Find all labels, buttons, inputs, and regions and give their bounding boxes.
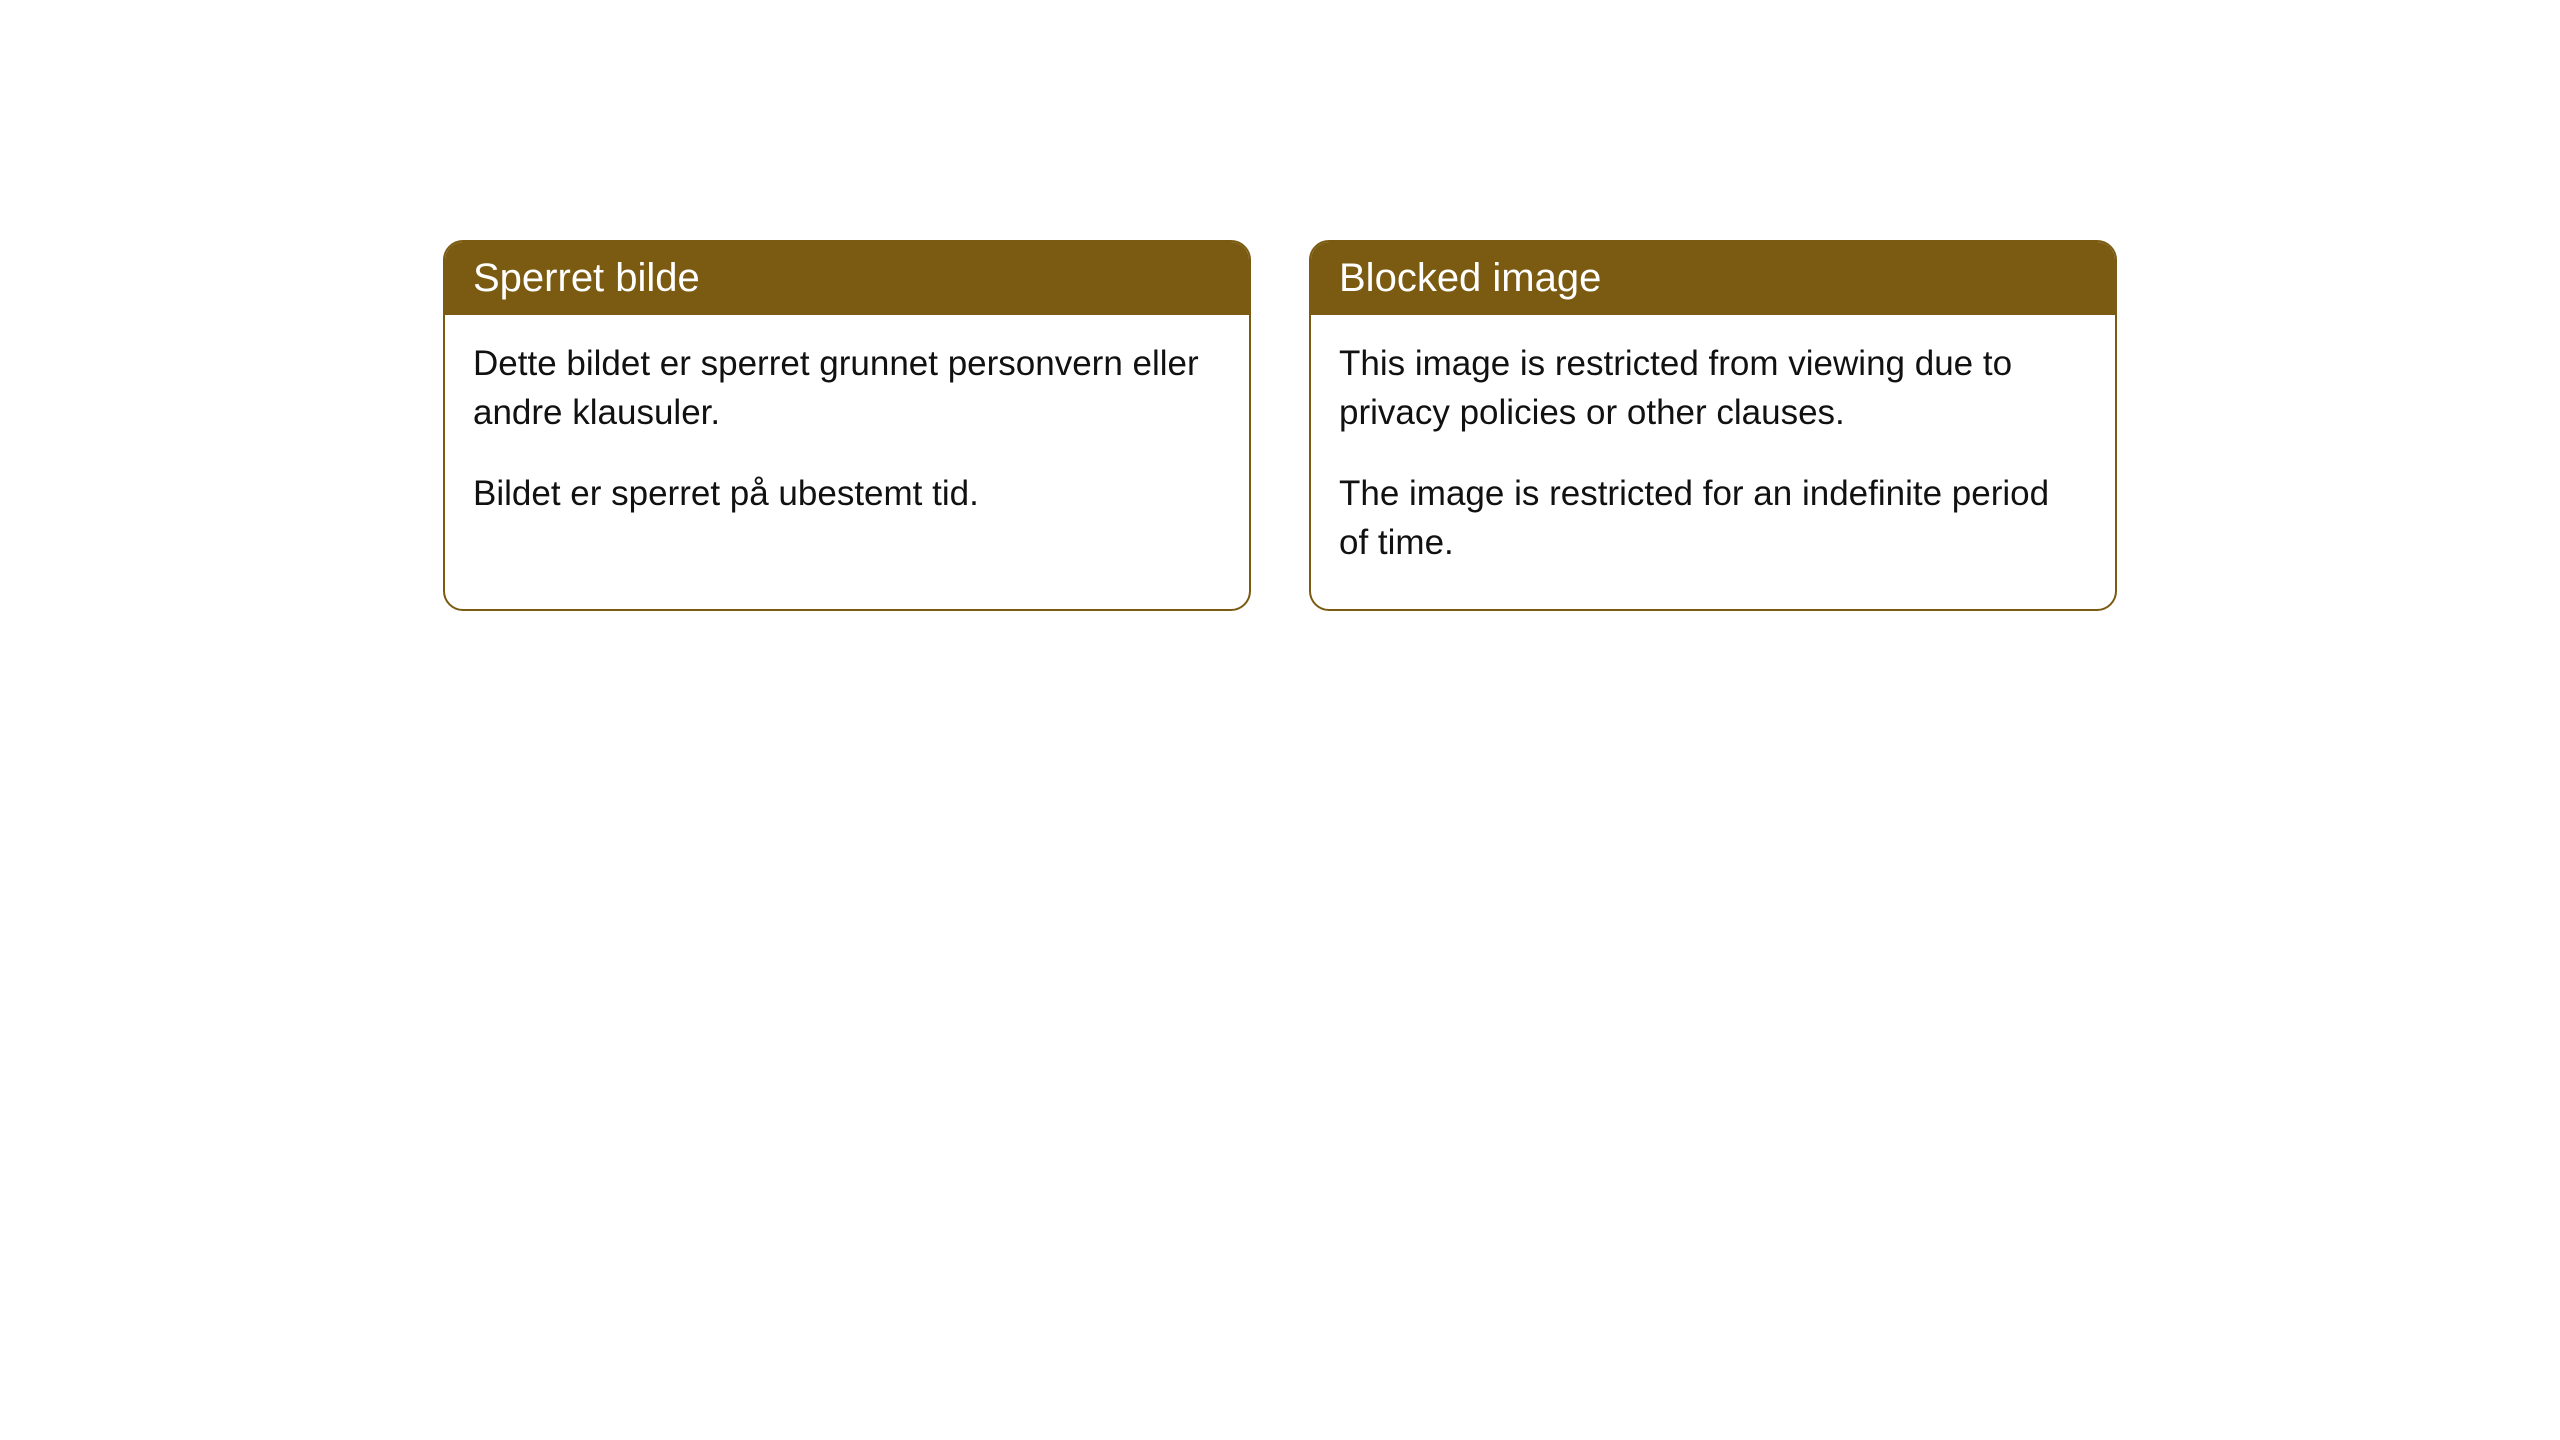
card-title: Blocked image: [1339, 256, 1601, 300]
card-body: Dette bildet er sperret grunnet personve…: [445, 315, 1249, 560]
card-paragraph: Dette bildet er sperret grunnet personve…: [473, 339, 1221, 437]
notice-container: Sperret bilde Dette bildet er sperret gr…: [0, 240, 2560, 611]
notice-card-english: Blocked image This image is restricted f…: [1309, 240, 2117, 611]
card-paragraph: Bildet er sperret på ubestemt tid.: [473, 469, 1221, 518]
card-paragraph: The image is restricted for an indefinit…: [1339, 469, 2087, 567]
card-body: This image is restricted from viewing du…: [1311, 315, 2115, 609]
card-paragraph: This image is restricted from viewing du…: [1339, 339, 2087, 437]
notice-card-norwegian: Sperret bilde Dette bildet er sperret gr…: [443, 240, 1251, 611]
card-header: Sperret bilde: [445, 242, 1249, 315]
card-header: Blocked image: [1311, 242, 2115, 315]
card-title: Sperret bilde: [473, 256, 700, 300]
